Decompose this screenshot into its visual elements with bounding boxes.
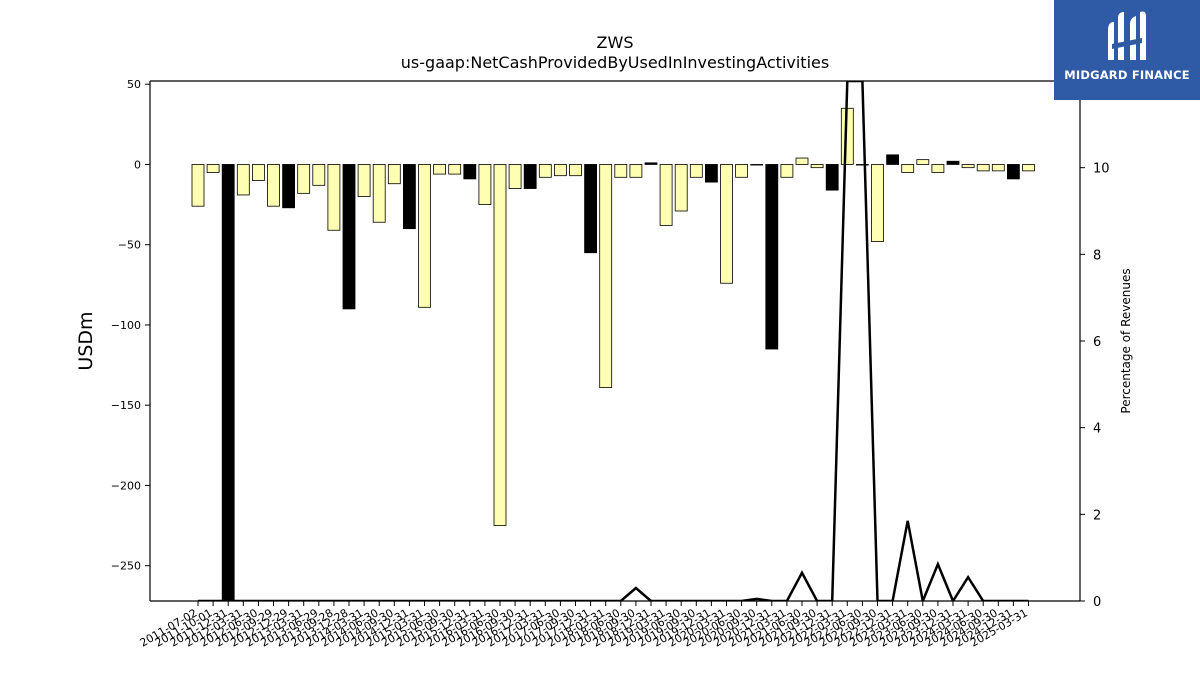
bar-2013-03-31 [297,164,311,194]
bar-2014-12-31 [402,164,416,230]
brand-logo: MIDGARD FINANCE [1054,0,1200,100]
bar-2020-06-30 [735,164,748,178]
y-tick-label: −100 [111,319,141,332]
bar-2015-12-31 [463,164,477,180]
bar-2018-12-31 [644,162,658,165]
bar-2013-12-28 [342,164,356,310]
y-tick-label: −50 [118,239,141,252]
bar-2012-09-29 [267,164,280,207]
bar-2016-03-31 [478,164,492,205]
chart-title: ZWS [597,33,634,52]
bar-2019-06-30 [674,164,688,212]
chart-subtitle: us-gaap:NetCashProvidedByUsedInInvesting… [401,53,829,72]
logo-mark-icon [1108,11,1146,60]
y-tick-label: 50 [127,78,141,91]
bar-2021-03-31 [780,164,794,178]
bar-2015-06-30 [433,164,447,175]
bar-2016-06-30 [493,164,507,526]
bar-2014-03-31 [357,164,371,197]
bar-2020-12-31 [765,164,779,350]
bar-2023-12-31 [946,160,960,165]
bar-2024-09-30 [991,164,1005,172]
bar-2023-09-30 [931,164,945,173]
bar-2016-12-31 [523,164,537,189]
y2-tick-label: 8 [1093,248,1101,263]
bar-2024-12-31 [1007,164,1020,180]
bar-2017-09-30 [569,164,582,177]
bar-2015-09-30 [448,164,462,175]
bar-2013-09-28 [327,164,341,231]
bar-2017-12-31 [584,164,597,254]
axes: 500−50−100−150−200−25002468102011-07-022… [111,78,1110,649]
bar-2014-09-30 [387,164,401,185]
bar-2012-12-29 [282,164,296,209]
y-tick-label: −250 [111,560,141,573]
y-axis-label: USDm [75,311,97,370]
y2-tick-label: 10 [1093,162,1110,177]
percentage-line-series [198,81,1029,601]
bar-2019-12-31 [705,164,718,183]
bar-2011-12-31 [221,164,235,601]
y2-tick-label: 0 [1093,595,1101,610]
bar-2018-06-30 [614,164,628,178]
bar-2019-03-31 [659,164,673,226]
bar-2016-09-30 [508,164,522,189]
bar-2021-09-30 [810,164,824,169]
bar-2022-09-30 [871,164,884,242]
bar-2011-10-01 [206,164,220,173]
y2-tick-label: 4 [1093,422,1101,437]
bar-2019-09-30 [689,164,703,178]
percentage-line [198,81,1029,601]
bar-2018-09-30 [629,164,643,178]
bar-2025-03-31 [1022,164,1035,172]
bar-2015-03-31 [418,164,431,308]
bar-2024-03-31 [961,164,975,169]
bar-2012-06-30 [251,164,265,181]
bar-2011-07-02 [191,164,205,207]
bar-2022-06-30 [856,164,869,166]
bar-2018-03-31 [599,164,613,388]
bar-2020-09-30 [750,164,764,166]
bar-2017-06-30 [554,164,567,177]
y2-tick-label: 2 [1093,508,1101,523]
bar-2012-03-31 [236,164,250,196]
bar-series [191,107,1035,601]
y2-tick-label: 6 [1093,335,1101,350]
bar-2017-03-31 [538,164,552,178]
bar-2022-12-31 [886,154,899,165]
logo-text: MIDGARD FINANCE [1064,68,1190,82]
y-tick-label: −150 [111,399,141,412]
bar-2013-06-29 [312,164,326,186]
bar-2024-06-30 [976,164,990,172]
y-tick-label: 0 [134,158,141,171]
bar-2020-03-31 [720,164,733,284]
bar-2021-12-31 [825,164,839,191]
bar-2023-03-31 [901,164,915,173]
bar-2023-06-30 [916,159,930,165]
bar-2021-06-30 [795,157,809,165]
y-tick-label: −200 [111,479,141,492]
bar-2014-06-30 [372,164,386,223]
y2-axis-label: Percentage of Revenues [1119,268,1133,413]
